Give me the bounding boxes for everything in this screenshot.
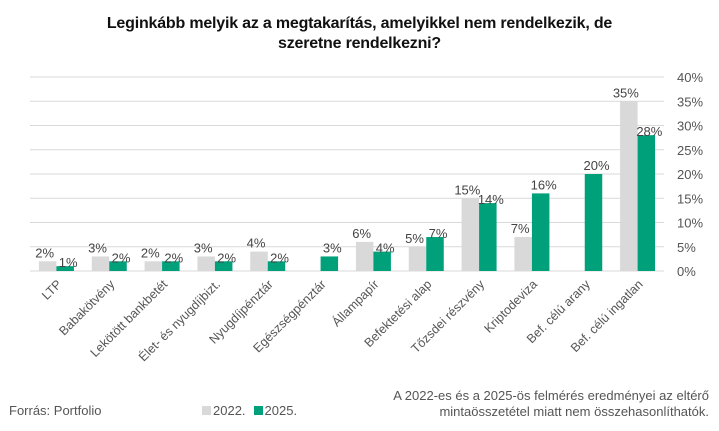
legend: 2022. 2025. bbox=[202, 403, 297, 418]
x-tick-label: LTP bbox=[39, 277, 64, 302]
y-tick-label: 25% bbox=[677, 143, 703, 158]
data-label: 14% bbox=[478, 192, 504, 207]
x-tick-label: Kriptodeviza bbox=[481, 277, 540, 336]
bar-2022-7 bbox=[408, 246, 427, 271]
chart-title-line-1: Leginkább melyik az a megtakarítás, amel… bbox=[106, 15, 613, 32]
data-label: 2% bbox=[164, 250, 183, 265]
bar-2025-3 bbox=[214, 261, 233, 271]
bar-2025-2 bbox=[162, 261, 180, 271]
data-label: 7% bbox=[429, 226, 448, 241]
y-tick-label: 30% bbox=[677, 119, 703, 134]
y-tick-label: 10% bbox=[677, 216, 703, 231]
legend-item-2025: 2025. bbox=[253, 403, 298, 418]
bar-2022-9 bbox=[514, 237, 532, 271]
bar-2025-9 bbox=[531, 193, 550, 271]
bar-2025-4 bbox=[267, 261, 286, 271]
y-tick-label: 15% bbox=[677, 191, 703, 206]
legend-swatch-2025 bbox=[253, 406, 263, 415]
bar-2025-5 bbox=[320, 256, 339, 271]
gridlines bbox=[30, 76, 664, 272]
data-label: 3% bbox=[88, 240, 107, 255]
data-label: 2% bbox=[270, 250, 289, 265]
source-text: Forrás: Portfolio bbox=[9, 403, 102, 418]
data-labels: 2% 1% 3% 2% 2% 2% 3% 2% 4% 2% 3% 6% 4% 5% 7% 15%14% 7% 16… bbox=[35, 85, 663, 270]
bar-2025-10 bbox=[584, 174, 603, 271]
data-label: 16% bbox=[531, 177, 557, 192]
data-label: 2% bbox=[217, 250, 236, 265]
bars bbox=[38, 101, 656, 271]
bar-2022-6 bbox=[355, 241, 374, 271]
data-label: 35% bbox=[613, 85, 639, 100]
data-label: 2% bbox=[35, 245, 54, 260]
y-tick-label: 0% bbox=[677, 264, 696, 279]
legend-label-2025: 2025. bbox=[264, 403, 298, 418]
y-axis: 0% 5% 10% 15% 20% 25% 30% 35% 40% bbox=[677, 70, 703, 279]
data-label: 5% bbox=[405, 231, 424, 246]
bar-2022-2 bbox=[144, 261, 163, 271]
data-label: 2% bbox=[141, 245, 160, 260]
bar-2022-8 bbox=[461, 198, 480, 271]
data-label: 4% bbox=[376, 241, 395, 256]
data-label: 4% bbox=[247, 236, 266, 251]
y-tick-label: 40% bbox=[677, 70, 703, 85]
y-tick-label: 5% bbox=[677, 240, 696, 255]
bar-2025-0 bbox=[56, 266, 74, 271]
bar-2022-3 bbox=[197, 256, 215, 271]
note-line-2: mintaösszetétel miatt nem összehasonlíth… bbox=[439, 404, 709, 419]
chart-title-line-2: szeretne rendelkezni? bbox=[278, 35, 441, 52]
legend-item-2022: 2022. bbox=[202, 403, 246, 418]
data-label: 2% bbox=[112, 250, 131, 265]
bar-2025-1 bbox=[109, 261, 127, 271]
note-line-1: A 2022-es és a 2025-ös felmérés eredmény… bbox=[393, 388, 709, 403]
bar-2022-1 bbox=[91, 256, 110, 271]
data-label: 15% bbox=[454, 182, 480, 197]
data-label: 6% bbox=[352, 226, 371, 241]
data-label: 3% bbox=[194, 240, 213, 255]
y-tick-label: 20% bbox=[677, 167, 703, 182]
x-tick-label: Állampapír bbox=[329, 277, 382, 330]
chart-title: Leginkább melyik az a megtakarítás, amel… bbox=[0, 14, 719, 54]
legend-swatch-2022 bbox=[202, 406, 211, 415]
y-tick-label: 35% bbox=[677, 94, 703, 109]
bar-2022-4 bbox=[250, 251, 268, 271]
data-label: 1% bbox=[59, 255, 78, 270]
bar-2025-8 bbox=[479, 203, 497, 271]
bar-2022-0 bbox=[38, 261, 57, 271]
data-label: 3% bbox=[323, 240, 342, 255]
comparability-note: A 2022-es és a 2025-ös felmérés eredmény… bbox=[393, 388, 709, 420]
data-label: 28% bbox=[636, 124, 662, 139]
bar-2025-7 bbox=[426, 237, 444, 271]
bar-2025-11 bbox=[637, 135, 656, 271]
legend-label-2022: 2022. bbox=[213, 403, 246, 418]
data-label: 7% bbox=[511, 221, 530, 236]
bar-2025-6 bbox=[373, 251, 391, 271]
bar-2022-11 bbox=[620, 101, 638, 271]
data-label: 20% bbox=[583, 158, 609, 173]
